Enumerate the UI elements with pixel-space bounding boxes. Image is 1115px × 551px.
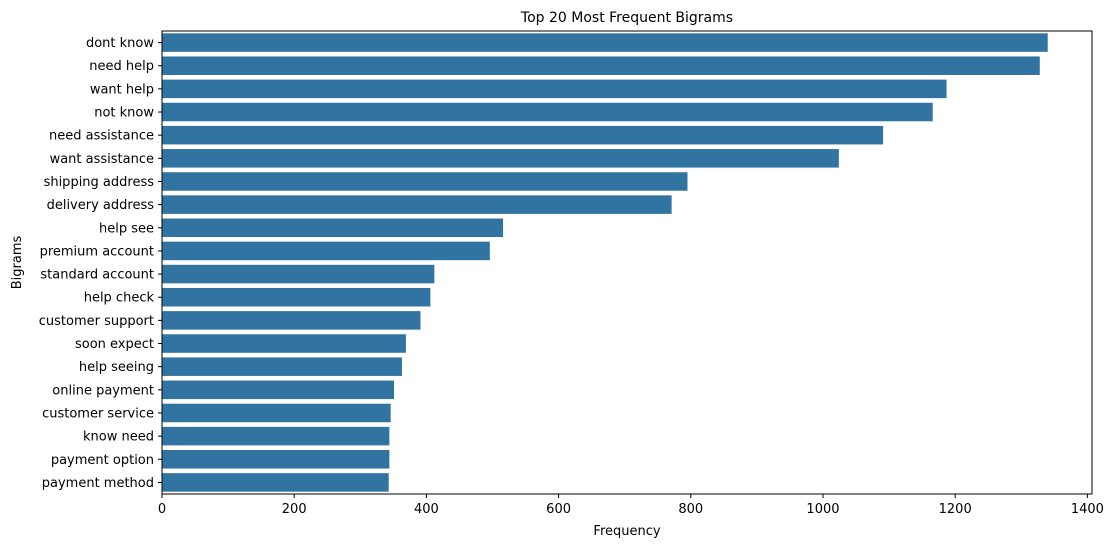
- x-tick-label: 400: [414, 502, 439, 517]
- bar: [162, 149, 839, 168]
- y-tick-label: help check: [84, 291, 155, 306]
- bar: [162, 264, 435, 284]
- bar: [162, 380, 395, 400]
- x-tick-label: 600: [546, 502, 571, 517]
- bars-layer: [162, 33, 1048, 492]
- y-tick-label: dont know: [86, 36, 154, 51]
- bar: [162, 125, 884, 145]
- bar: [162, 33, 1048, 52]
- bar: [162, 403, 391, 423]
- y-tick-label: online payment: [52, 383, 154, 398]
- bar: [162, 79, 947, 99]
- y-tick-label: delivery address: [47, 198, 155, 213]
- bar: [162, 241, 490, 261]
- y-tick-label: customer support: [39, 314, 154, 329]
- bar: [162, 357, 402, 376]
- bar: [162, 334, 406, 353]
- x-tick-label: 1200: [939, 502, 972, 517]
- y-axis-label: Bigrams: [10, 236, 25, 290]
- plot-frame: [161, 30, 1093, 495]
- y-tick-label: help seeing: [79, 360, 154, 375]
- y-tick-label: soon expect: [75, 337, 154, 352]
- y-tick-label: shipping address: [44, 175, 155, 190]
- x-axis-label: Frequency: [593, 524, 660, 539]
- y-axis-ticks: dont know need help want help not know need …: [39, 36, 162, 491]
- y-tick-label: payment method: [42, 476, 154, 491]
- x-axis-ticks: 0 200 400 600 800 1000 1200 1400: [158, 494, 1104, 517]
- bar: [162, 102, 933, 122]
- x-tick-label: 1000: [806, 502, 839, 517]
- y-tick-label: premium account: [40, 244, 154, 259]
- y-tick-label: need help: [89, 59, 154, 74]
- bar: [162, 426, 390, 446]
- y-tick-label: payment option: [51, 453, 154, 468]
- y-tick-label: know need: [83, 430, 154, 445]
- chart-title: Top 20 Most Frequent Bigrams: [520, 10, 733, 26]
- bar: [162, 218, 504, 238]
- x-tick-label: 1400: [1071, 502, 1104, 517]
- y-tick-label: customer service: [42, 406, 154, 421]
- y-tick-label: want help: [90, 82, 154, 97]
- y-tick-label: not know: [94, 106, 154, 121]
- bar: [162, 287, 431, 307]
- y-tick-label: standard account: [40, 268, 154, 283]
- x-tick-label: 800: [678, 502, 703, 517]
- y-tick-label: help see: [99, 221, 154, 236]
- x-tick-label: 0: [158, 502, 166, 517]
- bar: [162, 56, 1040, 75]
- y-tick-label: need assistance: [49, 129, 154, 144]
- bar: [162, 172, 688, 191]
- y-tick-label: want assistance: [50, 152, 154, 167]
- bar: [162, 311, 421, 330]
- x-tick-label: 200: [282, 502, 307, 517]
- bar: [162, 473, 389, 492]
- bar: [162, 195, 672, 214]
- bar: [162, 450, 390, 469]
